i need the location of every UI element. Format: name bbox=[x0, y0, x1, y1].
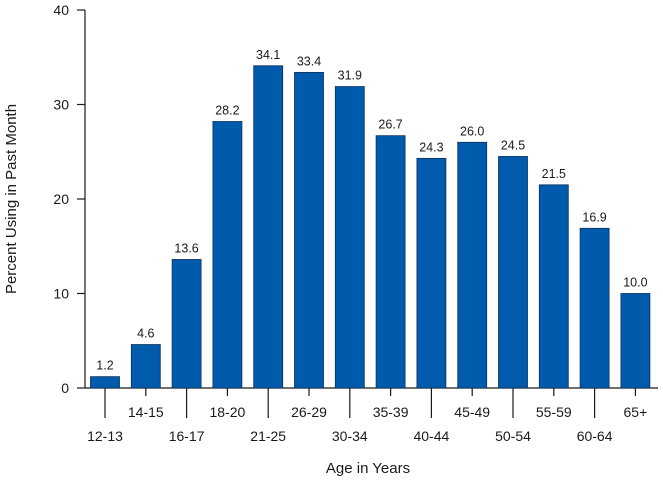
x-tick-label-21-25: 21-25 bbox=[250, 428, 286, 444]
bar-55-59 bbox=[538, 184, 569, 389]
data-label-14-15: 4.6 bbox=[137, 327, 154, 341]
bar-45-49 bbox=[457, 141, 488, 389]
bar-35-39 bbox=[375, 135, 406, 389]
bar-12-13 bbox=[90, 376, 120, 389]
y-tick-label-30: 30 bbox=[53, 97, 69, 113]
y-tick-label-40: 40 bbox=[53, 2, 69, 18]
bar-16-17 bbox=[171, 259, 202, 389]
data-label-26-29: 33.4 bbox=[297, 54, 321, 68]
bar-50-54 bbox=[498, 156, 528, 389]
bar-14-15 bbox=[130, 344, 161, 389]
data-label-12-13: 1.2 bbox=[96, 359, 113, 373]
data-label-35-39: 26.7 bbox=[378, 118, 402, 132]
y-tick-label-10: 10 bbox=[53, 286, 69, 302]
bar-26-29 bbox=[294, 71, 324, 389]
data-label-55-59: 21.5 bbox=[542, 167, 566, 181]
data-label-40-44: 24.3 bbox=[419, 140, 443, 154]
x-tick-label-26-29: 26-29 bbox=[291, 404, 327, 420]
bar-40-44 bbox=[416, 157, 447, 389]
data-label-18-20: 28.2 bbox=[215, 104, 239, 118]
bar-65+ bbox=[620, 293, 651, 389]
bar-60-64 bbox=[579, 227, 610, 389]
data-label-30-34: 31.9 bbox=[338, 69, 362, 83]
x-tick-label-14-15: 14-15 bbox=[128, 404, 164, 420]
data-label-21-25: 34.1 bbox=[256, 48, 280, 62]
data-label-16-17: 13.6 bbox=[174, 241, 198, 255]
x-axis-title: Age in Years bbox=[326, 460, 410, 477]
x-tick-label-60-64: 60-64 bbox=[577, 428, 613, 444]
bar-18-20 bbox=[212, 121, 243, 389]
x-tick-label-16-17: 16-17 bbox=[169, 428, 205, 444]
x-tick-label-45-49: 45-49 bbox=[454, 404, 490, 420]
bar-30-34 bbox=[334, 86, 365, 389]
data-label-60-64: 16.9 bbox=[582, 210, 606, 224]
data-label-65+: 10.0 bbox=[623, 276, 647, 290]
x-tick-label-18-20: 18-20 bbox=[209, 404, 245, 420]
bar-21-25 bbox=[253, 65, 284, 389]
y-tick-label-20: 20 bbox=[53, 191, 69, 207]
x-tick-label-55-59: 55-59 bbox=[536, 404, 572, 420]
y-ticks: 0 10 20 30 40 bbox=[53, 2, 85, 396]
x-tick-label-35-39: 35-39 bbox=[373, 404, 409, 420]
x-tick-label-50-54: 50-54 bbox=[495, 428, 531, 444]
data-label-45-49: 26.0 bbox=[460, 124, 484, 138]
y-tick-label-0: 0 bbox=[61, 380, 69, 396]
x-tick-label-65+: 65+ bbox=[624, 404, 648, 420]
x-tick-label-30-34: 30-34 bbox=[332, 428, 368, 444]
x-tick-label-12-13: 12-13 bbox=[87, 428, 123, 444]
data-label-50-54: 24.5 bbox=[501, 138, 525, 152]
bars bbox=[90, 65, 651, 389]
data-labels: 1.2 4.6 13.6 28.2 34.1 33.4 31.9 26.7 24.3 26.0 24… bbox=[96, 48, 647, 373]
x-tick-label-40-44: 40-44 bbox=[413, 428, 449, 444]
y-axis-title: Percent Using in Past Month bbox=[3, 104, 20, 294]
